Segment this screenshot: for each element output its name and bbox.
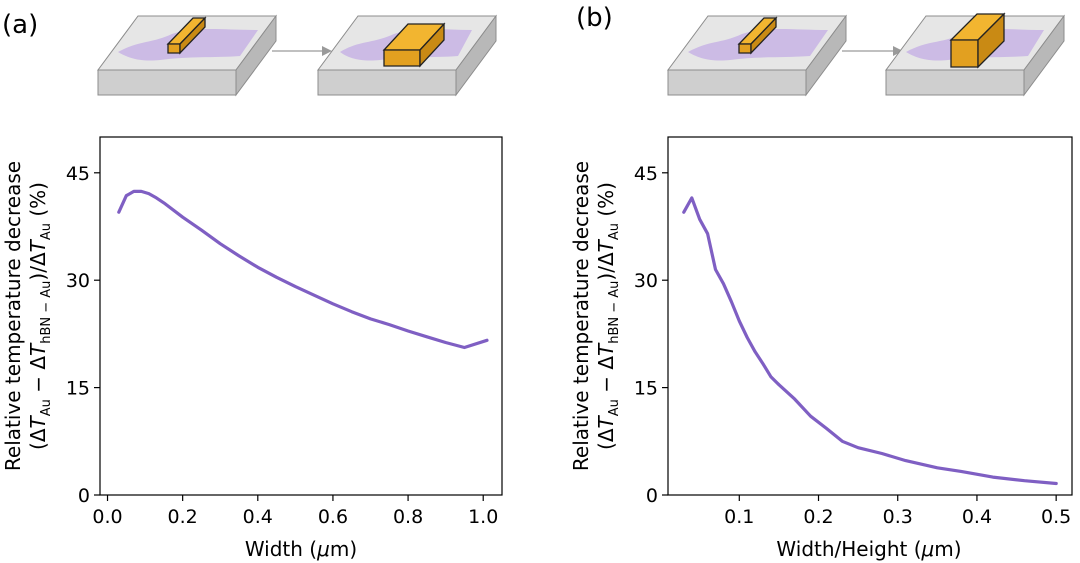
gold-side [750,16,777,55]
panel-label-a: (a) [2,10,38,40]
substrate-front [667,69,807,96]
gold-front [167,43,181,54]
plot-a: 0.0 0.2 0.4 0.6 0.8 1.0 0 15 30 45 Width (μm) Rel… [1,136,503,561]
x-tick-label: 0.6 [318,506,348,528]
y-tick-label: 0 [78,485,90,507]
schematic-a-large [317,14,497,97]
schematic-b-small [667,14,847,97]
y-tick-label: 15 [66,378,90,400]
substrate-front [317,69,457,96]
gold-front [383,49,421,67]
x-tick-label: 0.8 [393,506,423,528]
y-tick-label: 15 [634,378,658,400]
x-tick-label: 0.4 [243,506,273,528]
panel-b: (b) 0.1 0.2 0.3 0.4 0.5 0 15 30 45 [569,3,1073,561]
x-axis-label: Width (μm) [245,537,357,561]
y-tick-label: 30 [66,270,90,292]
gold-side [977,12,1005,69]
x-tick-label: 1.0 [468,506,498,528]
gold-front [950,39,979,68]
gold-side [179,16,206,55]
ticks: 0.1 0.2 0.3 0.4 0.5 0 15 30 45 [634,163,1071,528]
series-line [682,196,1058,486]
x-tick-label: 0.3 [883,506,913,528]
gold-front [738,43,752,54]
gold-side [419,22,445,68]
x-tick-label: 0.5 [1041,506,1071,528]
plot-frame [99,136,503,496]
y-tick-label: 0 [646,485,658,507]
y-tick-label: 45 [634,163,658,185]
arrow-b [842,46,903,56]
x-axis-label: Width/Height (μm) [776,537,961,561]
x-tick-label: 0.2 [168,506,198,528]
y-axis-label-line1: Relative temperature decrease [569,161,593,471]
y-axis-label-line2: (ΔTAu − ΔThBN − Au)/ΔTAu (%) [26,182,54,450]
series-line [117,189,489,350]
substrate-front [885,69,1025,96]
y-tick-label: 30 [634,270,658,292]
arrow-a [272,46,332,56]
panel-label-b: (b) [576,3,613,33]
y-axis-label-line1: Relative temperature decrease [1,161,25,471]
y-tick-label: 45 [66,163,90,185]
plot-b: 0.1 0.2 0.3 0.4 0.5 0 15 30 45 Width/Height (μm)… [569,136,1073,561]
schematic-b-large [885,12,1065,97]
y-axis-label-line2: (ΔTAu − ΔThBN − Au)/ΔTAu (%) [594,182,622,450]
x-tick-label: 0.1 [724,506,754,528]
substrate-side [805,14,847,97]
schematic-a-small [97,14,277,97]
substrate-side [1023,14,1065,97]
substrate-front [97,69,237,96]
substrate-side [235,14,277,97]
ticks: 0.0 0.2 0.4 0.6 0.8 1.0 0 15 30 45 [66,163,499,528]
x-tick-label: 0.4 [962,506,992,528]
x-tick-label: 0.2 [803,506,833,528]
plot-frame [667,136,1073,496]
substrate-side [455,14,497,97]
x-tick-label: 0.0 [92,506,122,528]
